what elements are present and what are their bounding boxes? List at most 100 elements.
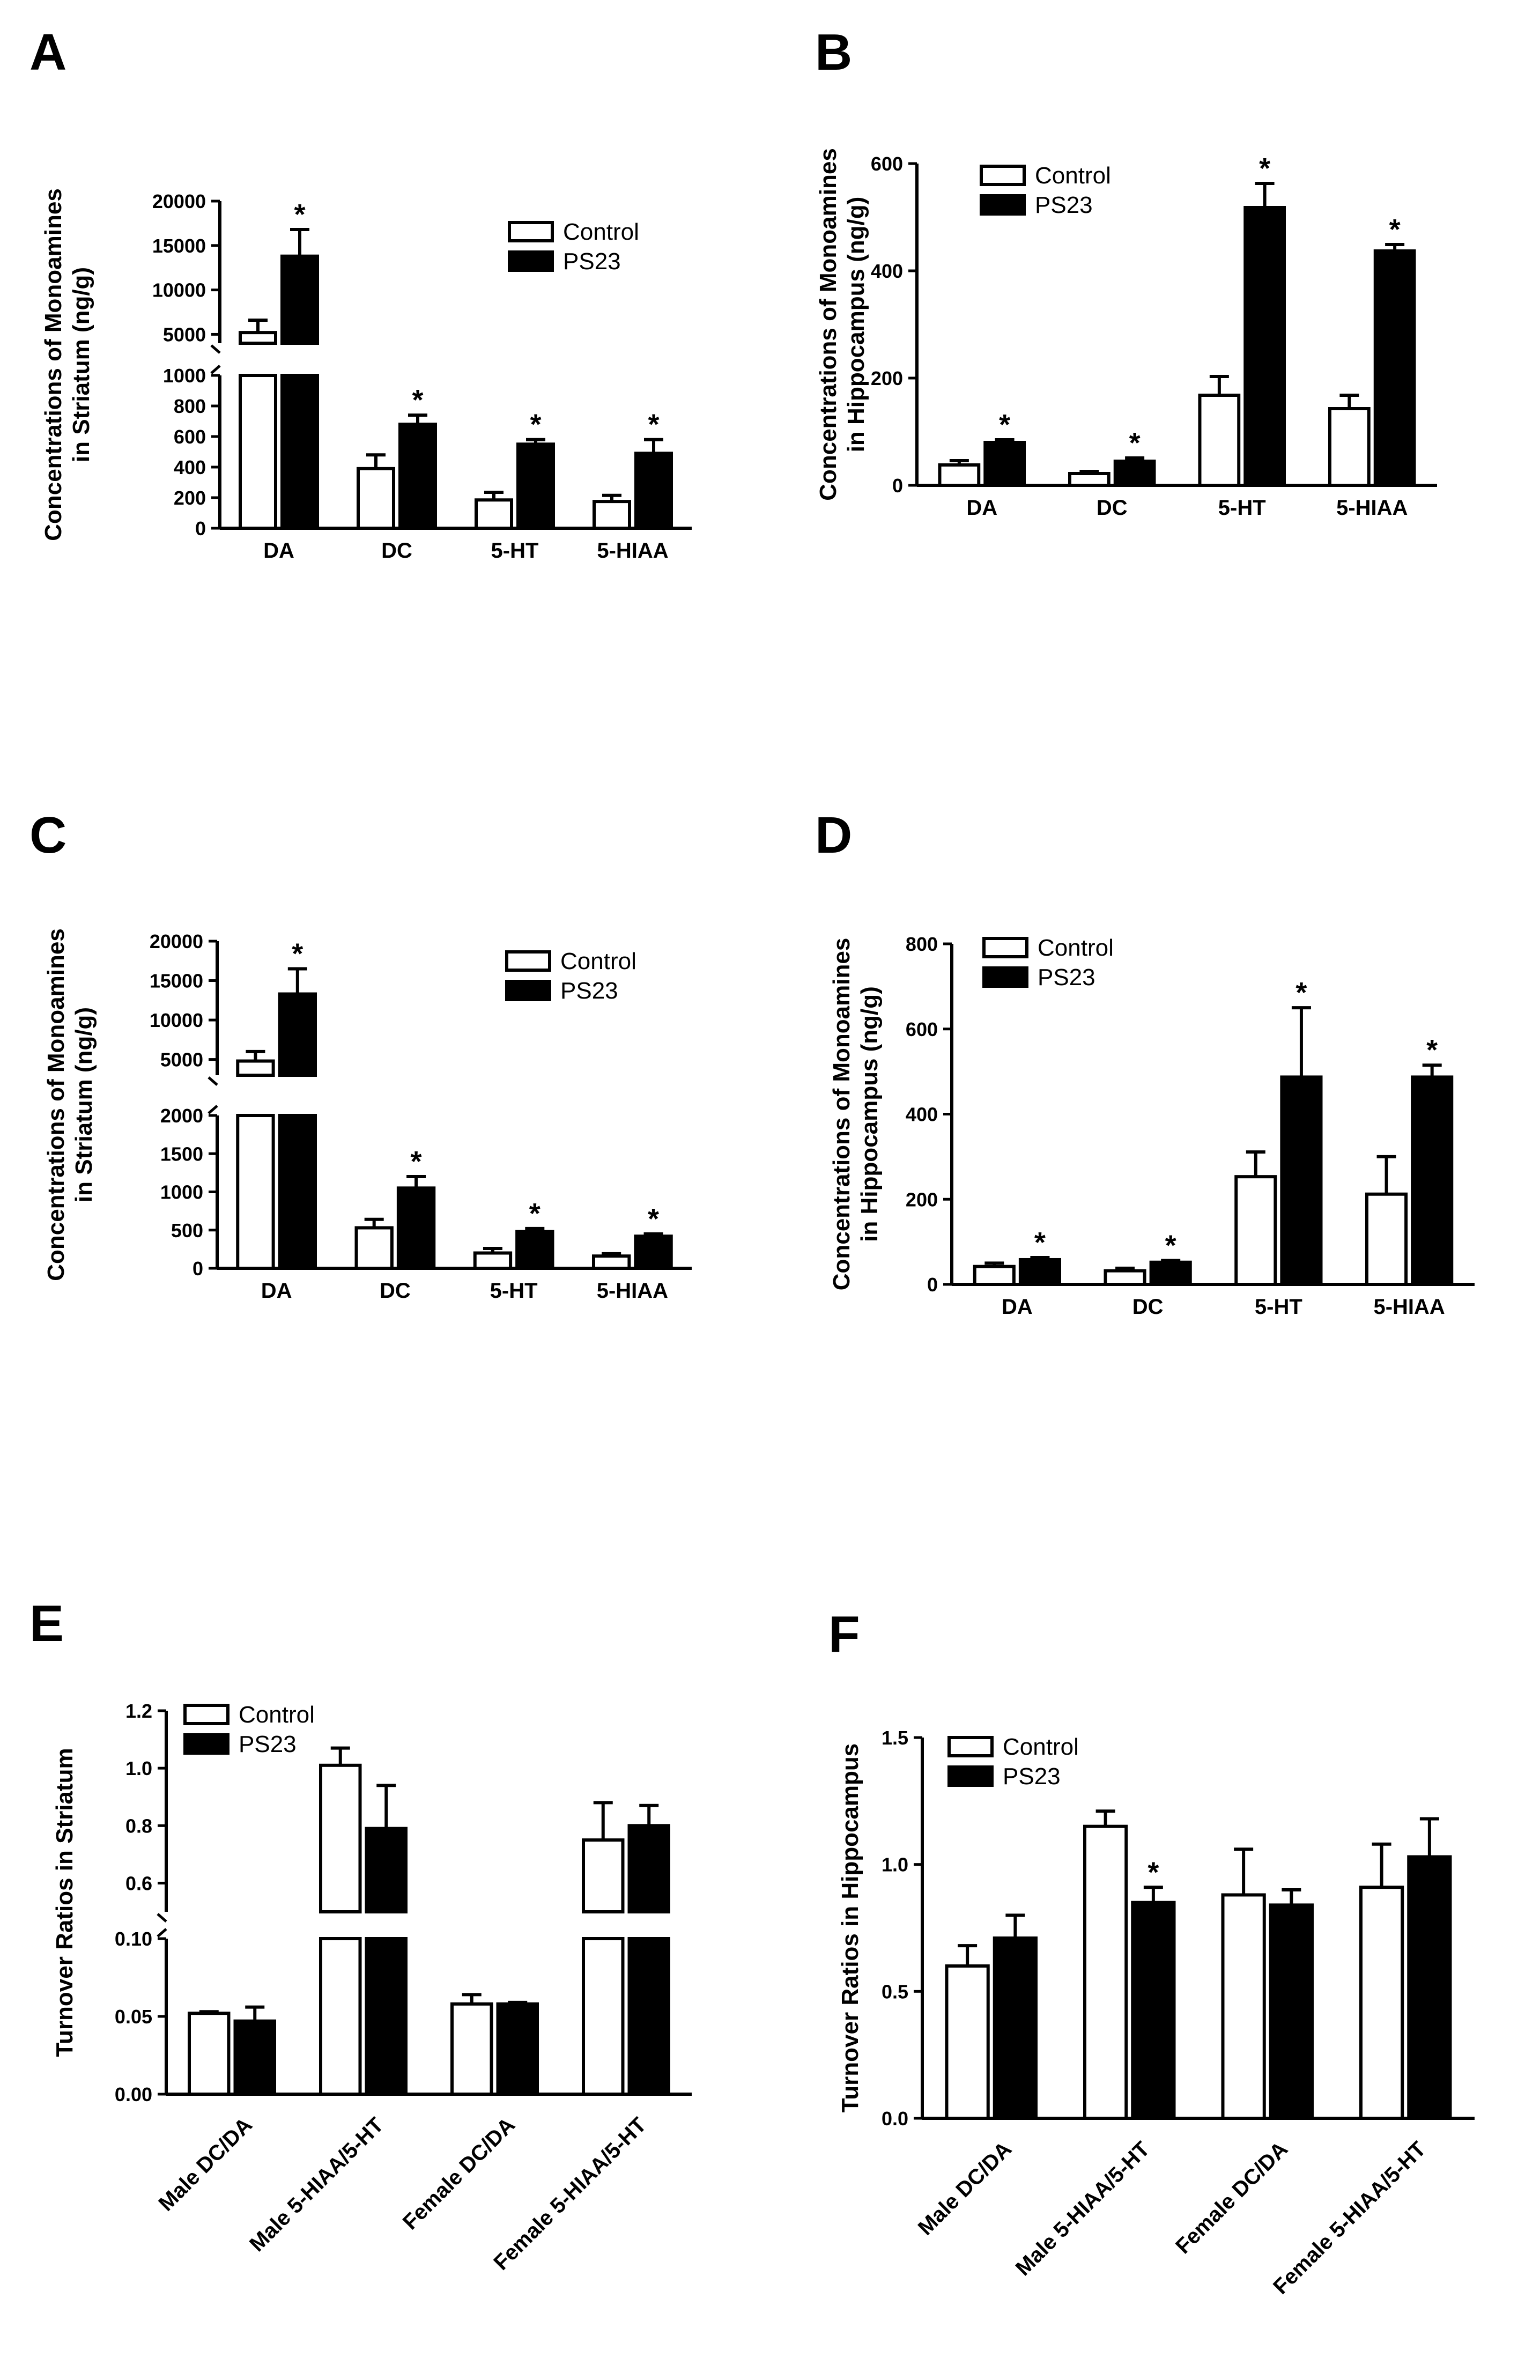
panel-e-legend-swatch-ps23 — [183, 1733, 229, 1755]
panel-d-bar-control — [1234, 1175, 1277, 1286]
panel-a-letter: A — [29, 24, 66, 81]
panel-d-legend-swatch-control — [982, 937, 1028, 958]
panel-a-bar-ps23 — [280, 374, 319, 530]
panel-d-legend-label: Control — [1038, 935, 1114, 961]
panel-a-y-tick-label: 800 — [174, 395, 206, 417]
panel-a-y-axis-label: Concentrations of Monoamines — [40, 188, 66, 541]
panel-e-bar-control-upper — [582, 1838, 625, 1914]
panel-b-legend-swatch-ps23 — [980, 194, 1026, 216]
panel-e-bar-ps23-upper — [365, 1827, 408, 1913]
panel-e-y-tick-label: 0.6 — [125, 1872, 152, 1894]
panel-f-bar-ps23 — [1269, 1903, 1314, 2120]
panel-c-significance-star: * — [529, 1198, 541, 1230]
panel-f-bar-ps23 — [1131, 1901, 1176, 2120]
panel-d-bar-control — [1365, 1192, 1408, 1287]
panel-a-y-tick-label: 1000 — [163, 365, 206, 387]
panel-c-axis-break-mark — [208, 1105, 218, 1114]
panel-d-y-tick-label: 400 — [906, 1104, 938, 1126]
panel-f-category-label: Female DC/DA — [1171, 2137, 1292, 2258]
panel-a-bar-control — [593, 500, 631, 530]
panel-d-bar-control — [973, 1265, 1016, 1287]
panel-c-y-tick-label: 1000 — [160, 1181, 203, 1203]
panel-c-bar-control-upper — [236, 1059, 275, 1077]
panel-d-y-tick-label: 800 — [906, 933, 938, 955]
panel-a-bar-ps23 — [398, 423, 437, 530]
panel-c-category-label: DC — [380, 1279, 411, 1303]
panel-b-significance-star: * — [999, 409, 1010, 441]
panel-b-y-axis-label: Concentrations of Monoamines — [815, 148, 841, 501]
panel-e-bar-control — [582, 1937, 625, 2096]
panel-a-category-label: 5-HIAA — [597, 539, 668, 563]
panel-b-letter: B — [815, 24, 852, 81]
panel-a-category-label: DC — [381, 539, 412, 563]
panel-b-significance-star: * — [1129, 427, 1141, 459]
panel-a-legend-label: PS23 — [563, 248, 621, 275]
panel-b-bar-control — [1068, 472, 1110, 487]
panel-b-category-label: DA — [966, 496, 997, 520]
panel-e-y-tick-label: 0.00 — [115, 2083, 152, 2105]
panel-a-significance-star: * — [530, 409, 541, 441]
panel-d-letter: D — [815, 807, 852, 864]
panel-d-category-label: DC — [1132, 1295, 1164, 1319]
panel-a-significance-star: * — [648, 409, 659, 441]
panel-c-bar-ps23 — [634, 1235, 673, 1270]
panel-c-bar-control — [236, 1114, 275, 1270]
panel-a-category-label: DA — [263, 539, 294, 563]
panel-a-bar-ps23-upper — [280, 254, 319, 345]
panel-e-letter: E — [29, 1595, 64, 1652]
panel-e-axis-break-mark — [157, 1913, 167, 1923]
panel-b-y-tick-label: 200 — [871, 367, 903, 389]
panel-f-category-label: Male 5-HIAA/5-HT — [1011, 2137, 1154, 2280]
panel-d-category-label: 5-HIAA — [1373, 1295, 1445, 1319]
panel-d-y-tick-label: 0 — [927, 1274, 938, 1296]
panel-e-y-tick-label: 0.05 — [115, 2006, 152, 2028]
panel-a-significance-star: * — [412, 384, 423, 416]
panel-e-bar-ps23 — [496, 2002, 539, 2096]
panel-b-chart: 0 200 400 600 Concentrations of Monoamines in… — [815, 148, 1437, 520]
panel-f-letter: F — [828, 1606, 860, 1663]
panel-c-y-tick-label: 500 — [171, 1219, 203, 1241]
panel-b-y-axis-label: in Hippocampus (ng/g) — [843, 197, 869, 453]
panel-c: C — [29, 807, 66, 864]
panel-d-chart: 0 200 400 600 800 Concentrations of Monoamine… — [828, 933, 1475, 1319]
panel-c-legend-label: Control — [560, 948, 636, 974]
panel-f-y-tick-label: 0.5 — [882, 1980, 908, 2002]
panel-f-bar-control — [1083, 1824, 1128, 2120]
panel-e-y-tick-label: 1.0 — [125, 1757, 152, 1779]
panel-f-y-tick-label: 1.5 — [882, 1727, 908, 1749]
panel-b-bar-ps23 — [983, 441, 1026, 487]
panel-a-bar-ps23 — [516, 442, 555, 530]
panel-b-category-label: 5-HIAA — [1336, 496, 1408, 520]
panel-e-bar-ps23-upper — [627, 1824, 670, 1913]
panel-a-legend-label: Control — [563, 219, 639, 245]
panel-d-significance-star: * — [1426, 1034, 1438, 1066]
panel-b-category-label: 5-HT — [1218, 496, 1266, 520]
panel-b-legend-swatch-control — [980, 165, 1026, 186]
panel-e-bar-ps23 — [233, 2019, 276, 2096]
panel-c-bar-ps23 — [278, 1114, 317, 1270]
panel-d-bar-ps23 — [1280, 1075, 1323, 1286]
panel-b-legend-label: PS23 — [1035, 192, 1093, 218]
panel-a-legend-swatch-ps23 — [508, 250, 554, 272]
panel-e-axis-break-mark — [157, 1928, 167, 1938]
panel-b-bar-ps23 — [1113, 460, 1156, 487]
panel-a-axis-break-mark — [210, 365, 221, 374]
panel-c-bar-ps23-upper — [278, 992, 317, 1077]
panel-f-y-tick-label: 1.0 — [882, 1854, 908, 1876]
panel-a-y-tick-label: 0 — [195, 518, 206, 539]
panel-a-axis-break-mark — [210, 344, 221, 354]
panel-a-y-tick-label: 15000 — [152, 235, 206, 257]
panel-c-significance-star: * — [292, 937, 303, 970]
panel-a-bar-control-upper — [239, 331, 277, 345]
panel-e-legend-label: PS23 — [239, 1731, 297, 1757]
panel-e-category-label: Male 5-HIAA/5-HT — [245, 2113, 388, 2256]
panel-a-significance-star: * — [294, 198, 305, 231]
panel-c-y-axis-label: in Striatum (ng/g) — [71, 1007, 97, 1202]
panel-b-bar-control — [1198, 394, 1241, 487]
panel-f-significance-star: * — [1147, 1856, 1159, 1888]
panel-b-bar-ps23 — [1373, 249, 1416, 487]
panel-a-legend-swatch-control — [508, 221, 554, 242]
panel-d-y-axis-label: Concentrations of Monoamines — [828, 938, 855, 1291]
panel-c-y-tick-label: 1500 — [160, 1143, 203, 1165]
panel-f-category-label: Female 5-HIAA/5-HT — [1269, 2137, 1430, 2298]
